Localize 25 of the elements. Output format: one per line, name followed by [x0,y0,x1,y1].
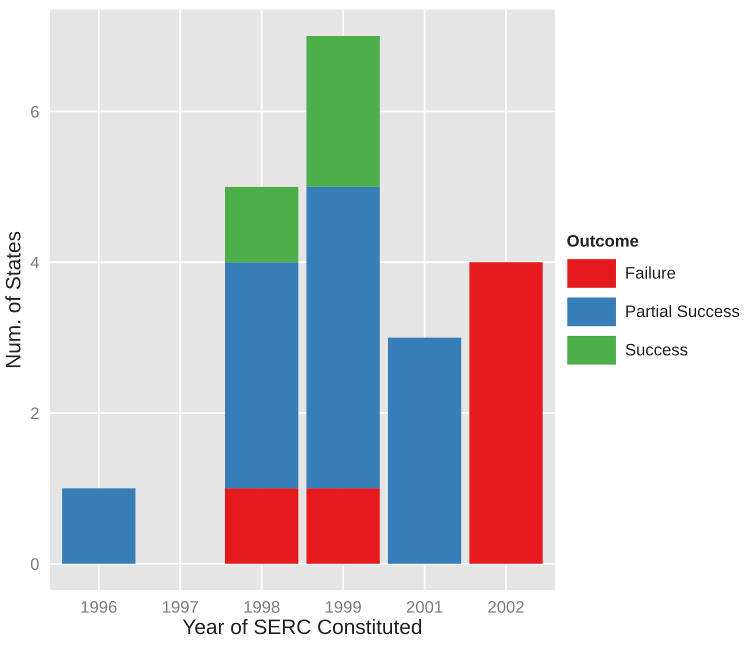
x-axis-title: Year of SERC Constituted [182,618,422,634]
y-tick-label: 4 [30,256,39,268]
x-tick-label: 2001 [406,601,442,613]
legend-label: Partial Success [626,304,740,318]
bar [225,262,298,488]
bar [469,262,543,564]
bar [306,36,380,187]
legend-title: Outcome [567,234,638,247]
y-tick-label: 2 [31,407,39,420]
bar [306,186,380,488]
bar [62,488,136,564]
y-axis-title: Num. of States [5,232,21,368]
x-tick-label: 2002 [488,601,524,613]
y-tick-label: 6 [31,106,39,118]
x-tick-label: 1999 [326,601,361,613]
bar [306,488,380,564]
bar [225,186,298,262]
legend-label: Success [626,344,688,356]
x-tick-label: 1998 [244,601,280,613]
legend-label: Failure [626,266,676,279]
bar [225,488,298,564]
y-tick-label: 0 [30,558,39,570]
x-tick-label: 1997 [162,601,198,613]
bar [388,338,462,564]
x-tick-label: 1996 [82,601,117,613]
